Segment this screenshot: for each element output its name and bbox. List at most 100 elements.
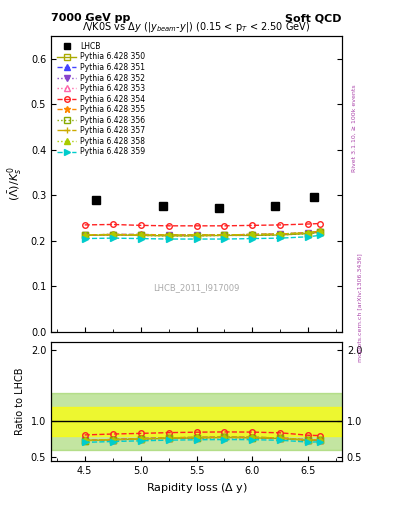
Line: Pythia 6.428 358: Pythia 6.428 358 (82, 228, 322, 238)
Text: mcplots.cern.ch [arXiv:1306.3436]: mcplots.cern.ch [arXiv:1306.3436] (358, 253, 363, 361)
Pythia 6.428 357 (278, 231, 283, 237)
Pythia 6.428 357 (166, 232, 171, 238)
Pythia 6.428 353 (250, 231, 255, 238)
Pythia 6.428 352 (82, 232, 87, 238)
Line: Pythia 6.428 352: Pythia 6.428 352 (82, 229, 322, 238)
Pythia 6.428 351 (250, 231, 255, 238)
LHCB (217, 204, 221, 210)
LHCB (94, 197, 98, 203)
Pythia 6.428 354 (250, 222, 255, 228)
Bar (51, 407, 342, 436)
Pythia 6.428 355 (166, 232, 171, 238)
Pythia 6.428 358 (306, 229, 311, 236)
Pythia 6.428 359 (194, 236, 199, 242)
Pythia 6.428 350 (194, 233, 199, 239)
Pythia 6.428 357 (222, 232, 227, 238)
Pythia 6.428 359 (138, 236, 143, 242)
Pythia 6.428 357 (306, 229, 311, 236)
Pythia 6.428 356 (82, 232, 87, 239)
Pythia 6.428 358 (194, 232, 199, 238)
Pythia 6.428 353 (194, 232, 199, 238)
Pythia 6.428 353 (82, 232, 87, 238)
Pythia 6.428 353 (138, 232, 143, 238)
Pythia 6.428 350 (82, 232, 87, 239)
LHCB (161, 203, 165, 209)
Pythia 6.428 350 (278, 232, 283, 238)
Line: Pythia 6.428 351: Pythia 6.428 351 (82, 228, 322, 238)
Pythia 6.428 352 (138, 232, 143, 239)
Pythia 6.428 355 (278, 231, 283, 237)
Pythia 6.428 359 (250, 236, 255, 242)
Pythia 6.428 351 (82, 232, 87, 238)
Pythia 6.428 356 (250, 232, 255, 239)
Pythia 6.428 358 (278, 231, 283, 237)
Pythia 6.428 358 (250, 231, 255, 238)
Pythia 6.428 350 (317, 229, 322, 236)
Text: Soft QCD: Soft QCD (285, 13, 342, 23)
Pythia 6.428 359 (306, 233, 311, 240)
Pythia 6.428 354 (194, 223, 199, 229)
Text: Rivet 3.1.10, ≥ 100k events: Rivet 3.1.10, ≥ 100k events (352, 84, 357, 172)
Pythia 6.428 351 (306, 229, 311, 236)
Pythia 6.428 353 (317, 228, 322, 234)
X-axis label: Rapidity loss ($\Delta$ y): Rapidity loss ($\Delta$ y) (145, 481, 248, 495)
Pythia 6.428 358 (317, 228, 322, 234)
Pythia 6.428 350 (166, 233, 171, 239)
Pythia 6.428 359 (222, 236, 227, 242)
Pythia 6.428 353 (278, 231, 283, 237)
Pythia 6.428 356 (278, 232, 283, 238)
Pythia 6.428 357 (317, 228, 322, 234)
Pythia 6.428 351 (194, 232, 199, 238)
Text: LHCB_2011_I917009: LHCB_2011_I917009 (153, 283, 240, 292)
Pythia 6.428 355 (110, 231, 115, 238)
Pythia 6.428 350 (110, 232, 115, 238)
Pythia 6.428 358 (82, 232, 87, 238)
Pythia 6.428 356 (166, 233, 171, 239)
Title: $\bar{\Lambda}$/K0S vs $\Delta y$ ($|y_{beam}$-$y|$) (0.15 < p$_T$ < 2.50 GeV): $\bar{\Lambda}$/K0S vs $\Delta y$ ($|y_{… (83, 19, 310, 35)
Pythia 6.428 356 (110, 232, 115, 238)
Pythia 6.428 350 (222, 232, 227, 239)
Pythia 6.428 359 (110, 235, 115, 241)
Bar (51, 393, 342, 450)
Pythia 6.428 356 (138, 232, 143, 239)
Pythia 6.428 356 (306, 230, 311, 237)
Pythia 6.428 352 (166, 232, 171, 239)
Line: Pythia 6.428 353: Pythia 6.428 353 (82, 228, 322, 238)
Pythia 6.428 354 (110, 221, 115, 227)
Pythia 6.428 351 (166, 232, 171, 238)
Pythia 6.428 355 (82, 232, 87, 238)
Pythia 6.428 358 (110, 231, 115, 238)
Pythia 6.428 354 (306, 221, 311, 227)
Pythia 6.428 352 (222, 232, 227, 239)
Pythia 6.428 351 (222, 232, 227, 238)
Pythia 6.428 356 (317, 229, 322, 236)
Pythia 6.428 352 (250, 232, 255, 238)
Pythia 6.428 353 (306, 229, 311, 236)
Pythia 6.428 352 (278, 231, 283, 238)
Pythia 6.428 359 (317, 232, 322, 239)
Y-axis label: $\bar{(\Lambda)}/K^0_s$: $\bar{(\Lambda)}/K^0_s$ (6, 167, 25, 201)
Line: Pythia 6.428 354: Pythia 6.428 354 (82, 221, 322, 228)
Pythia 6.428 358 (166, 232, 171, 238)
Pythia 6.428 352 (194, 232, 199, 239)
Pythia 6.428 352 (306, 230, 311, 236)
Text: 7000 GeV pp: 7000 GeV pp (51, 13, 130, 23)
Pythia 6.428 357 (194, 232, 199, 238)
Pythia 6.428 353 (166, 232, 171, 238)
Pythia 6.428 358 (222, 232, 227, 238)
LHCB (272, 203, 277, 209)
LHCB (312, 194, 316, 200)
Pythia 6.428 353 (110, 231, 115, 238)
Line: Pythia 6.428 359: Pythia 6.428 359 (82, 232, 322, 242)
Pythia 6.428 354 (317, 221, 322, 227)
Pythia 6.428 354 (278, 222, 283, 228)
Y-axis label: Ratio to LHCB: Ratio to LHCB (15, 368, 25, 435)
Legend: LHCB, Pythia 6.428 350, Pythia 6.428 351, Pythia 6.428 352, Pythia 6.428 353, Py: LHCB, Pythia 6.428 350, Pythia 6.428 351… (55, 39, 147, 159)
Pythia 6.428 351 (138, 231, 143, 238)
Pythia 6.428 358 (138, 232, 143, 238)
Line: Pythia 6.428 350: Pythia 6.428 350 (82, 229, 322, 239)
Pythia 6.428 352 (317, 229, 322, 235)
Pythia 6.428 355 (138, 231, 143, 238)
Pythia 6.428 350 (250, 232, 255, 239)
Pythia 6.428 357 (82, 232, 87, 238)
